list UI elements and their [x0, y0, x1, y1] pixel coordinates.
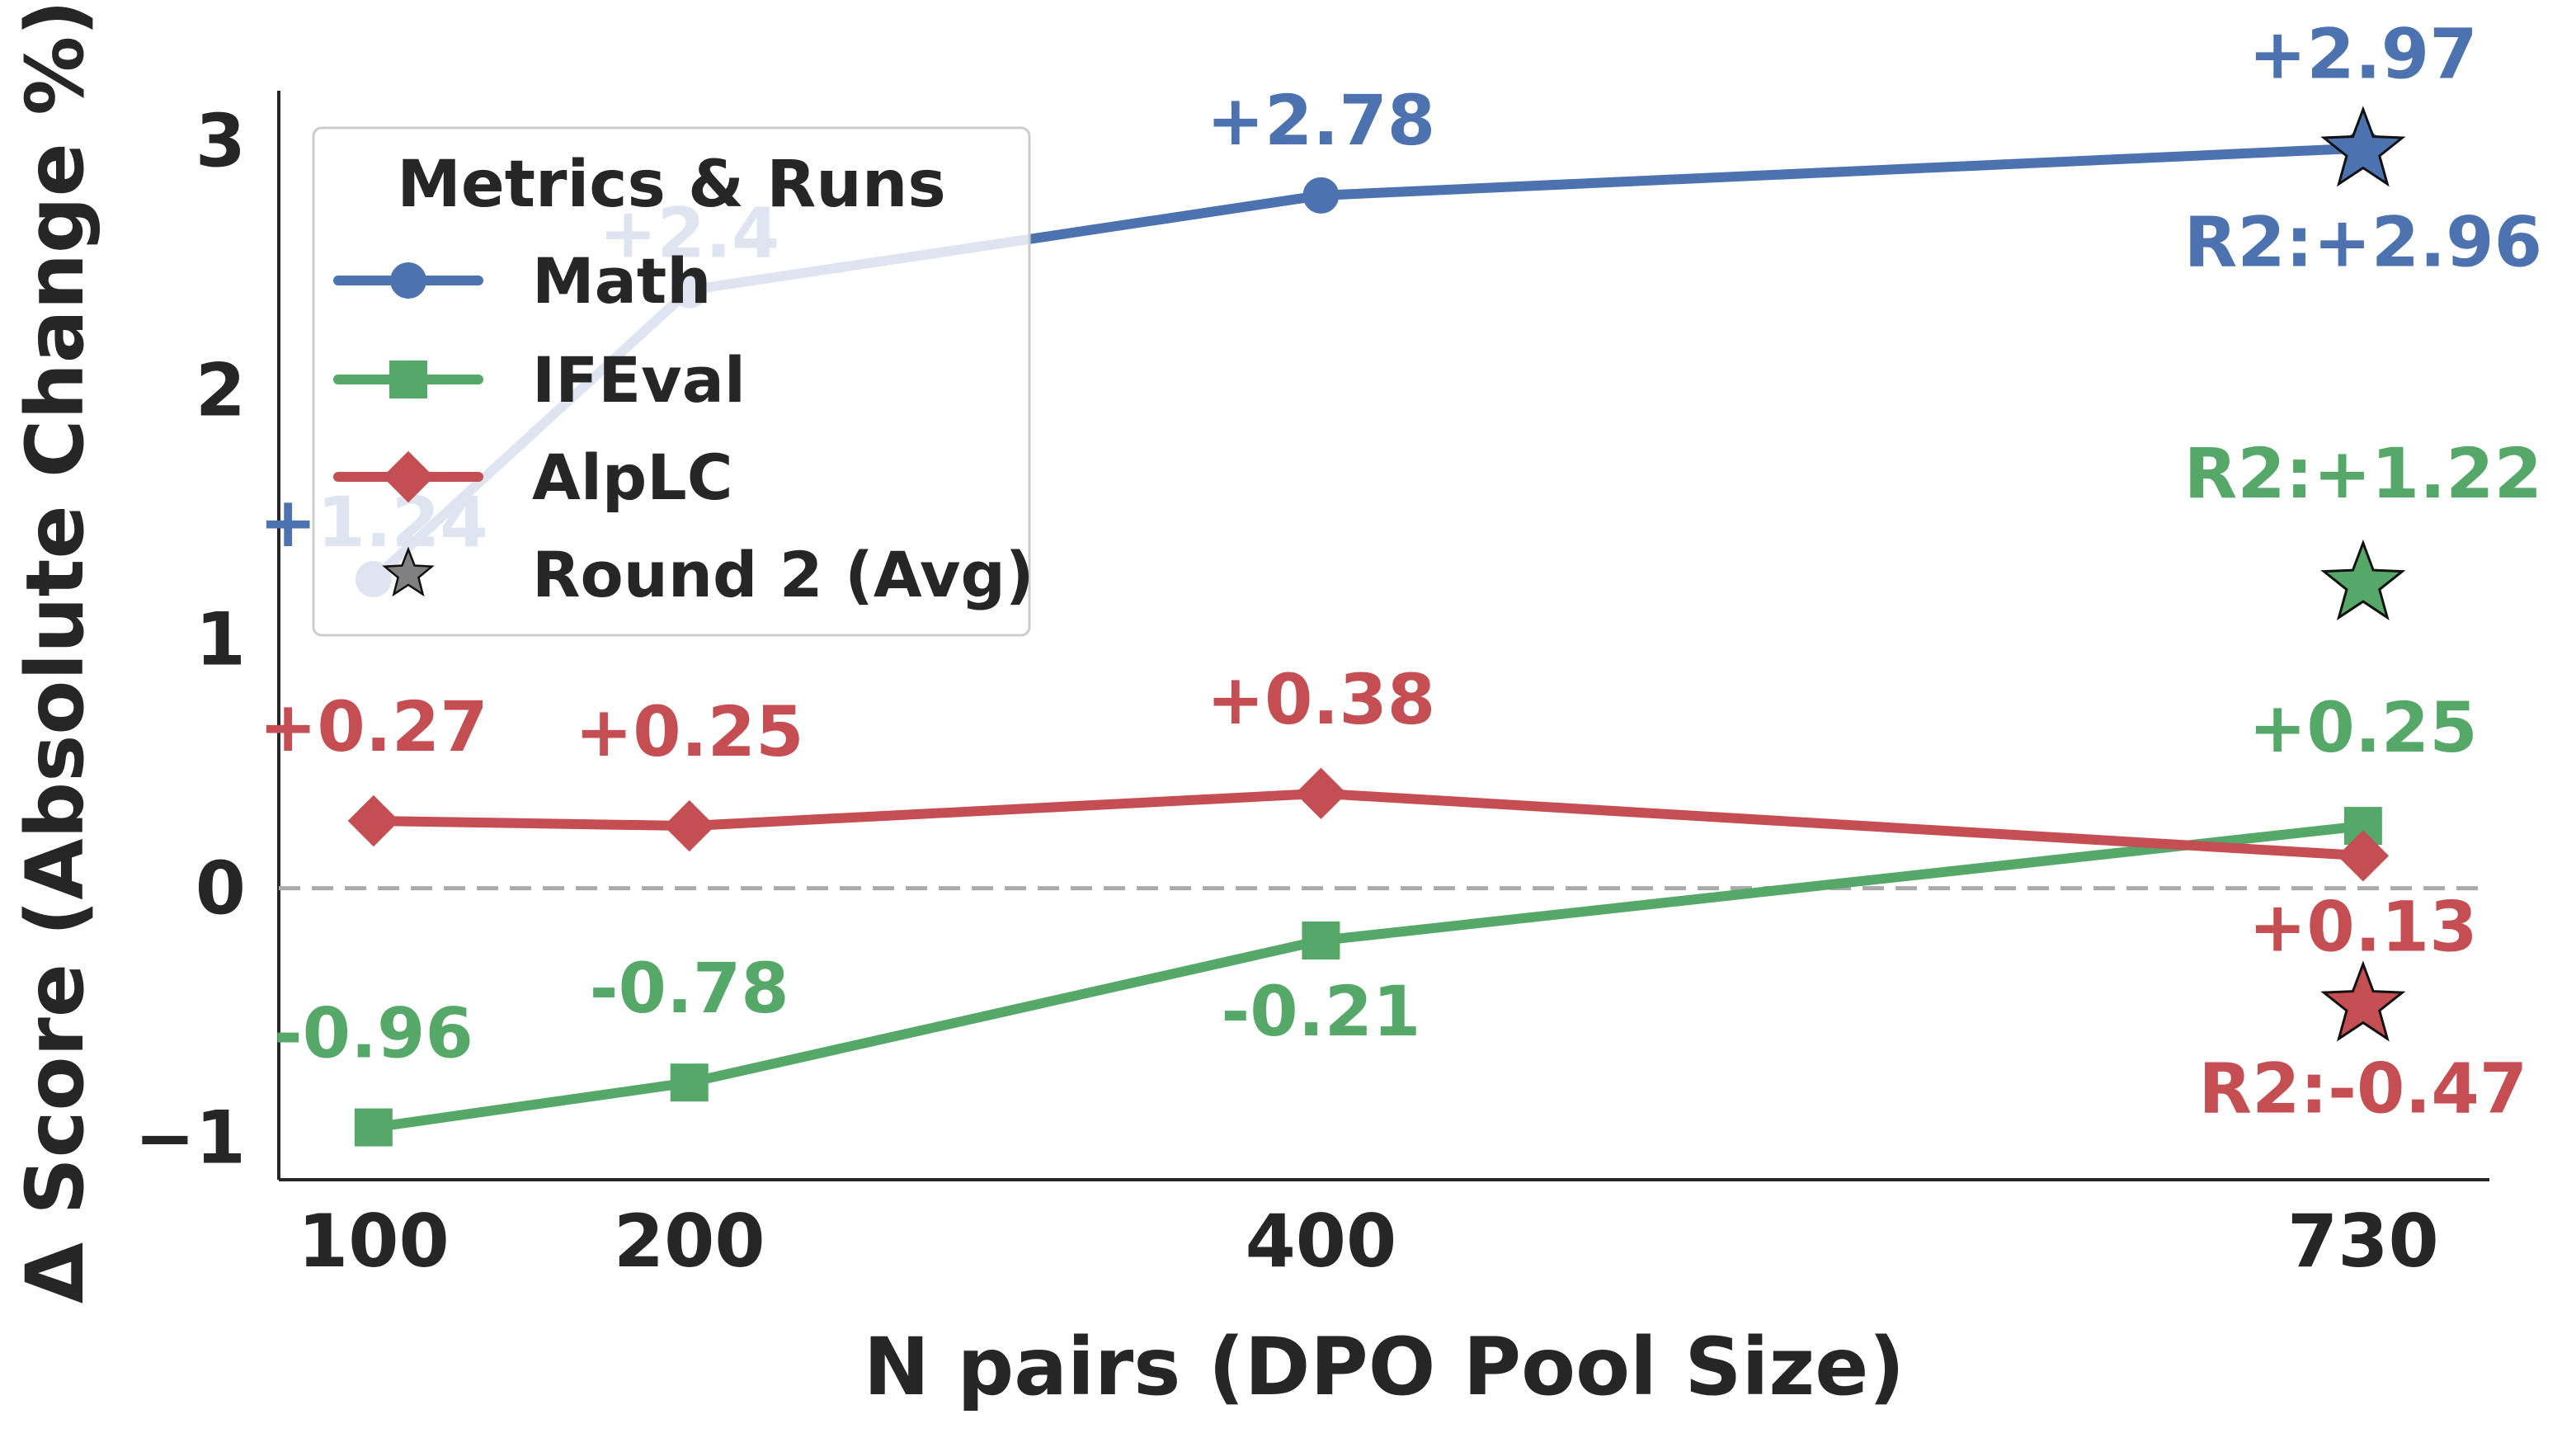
round2-star-ifeval: [2320, 539, 2406, 620]
x-tick-label: 100: [298, 1199, 450, 1284]
round2-star-alplc: [2320, 960, 2406, 1042]
data-point-alplc: [347, 794, 400, 847]
data-label-alplc: +0.38: [1207, 659, 1436, 740]
plot-area: −10123100200400730+1.24+2.4+2.78+2.97R2:…: [134, 13, 2542, 1284]
round2-star-math: [2320, 106, 2406, 187]
y-axis-label: Δ Score (Absolute Change %): [9, 0, 101, 1303]
y-tick-label: 3: [195, 98, 246, 183]
legend-marker-alplc: [382, 450, 435, 503]
data-label-alplc: +0.27: [259, 686, 488, 767]
y-tick-label: −1: [134, 1096, 246, 1181]
data-point-alplc: [663, 799, 715, 852]
legend-title: Metrics & Runs: [397, 148, 946, 222]
data-label-ifeval: -0.78: [590, 948, 789, 1029]
x-tick-label: 730: [2287, 1199, 2439, 1284]
round2-label-alplc: R2:-0.47: [2198, 1049, 2527, 1129]
data-point-ifeval: [354, 1108, 393, 1147]
legend-entry-round2: Round 2 (Avg): [532, 538, 1034, 611]
data-label-math: +2.97: [2249, 13, 2478, 94]
data-label-alplc: +0.13: [2249, 886, 2478, 967]
legend-entry-ifeval: IFEval: [532, 343, 746, 417]
legend-box: [312, 126, 1031, 637]
data-label-alplc: +0.25: [575, 691, 804, 772]
legend-star-icon: [382, 546, 435, 597]
round2-label-math: R2:+2.96: [2184, 201, 2542, 282]
round2-label-ifeval: R2:+1.22: [2184, 433, 2542, 514]
series-line-ifeval: [368, 821, 2368, 1133]
series-line-alplc: [368, 788, 2368, 861]
data-point-ifeval: [1302, 922, 1340, 960]
x-tick-label: 200: [614, 1199, 765, 1284]
data-label-ifeval: -0.21: [1221, 971, 1420, 1052]
legend-entry-alplc: AlpLC: [532, 441, 732, 514]
y-tick-label: 1: [195, 597, 246, 682]
legend-entry-math: Math: [532, 244, 711, 318]
data-point-alplc: [1295, 767, 1347, 820]
x-tick-label: 400: [1246, 1199, 1397, 1284]
data-point-ifeval: [670, 1063, 709, 1102]
data-label-math: +2.78: [1207, 80, 1436, 161]
legend-marker-ifeval: [389, 361, 427, 398]
x-axis-label: N pairs (DPO Pool Size): [864, 1321, 1905, 1413]
data-label-ifeval: +0.25: [2249, 687, 2478, 768]
y-tick-label: 0: [195, 846, 246, 931]
legend-marker-math: [390, 262, 426, 299]
y-tick-label: 2: [195, 347, 246, 432]
data-label-ifeval: -0.96: [274, 993, 473, 1074]
data-point-math: [1302, 177, 1340, 214]
data-point-alplc: [2337, 830, 2390, 882]
legend: Metrics & Runs Math IFEval AlpLC Round 2 (Av…: [312, 126, 1034, 637]
